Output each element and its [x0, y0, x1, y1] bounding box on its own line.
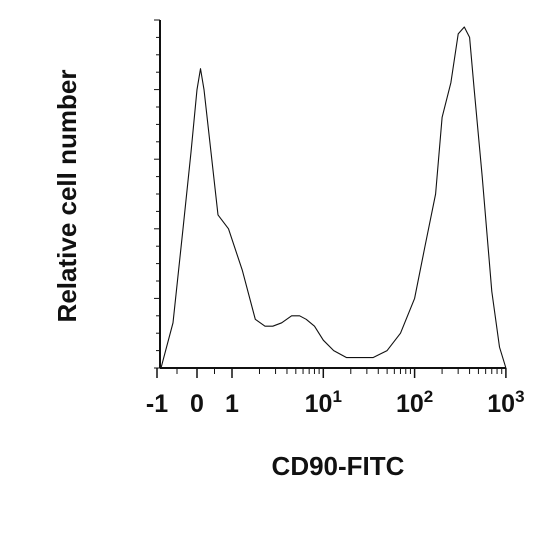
x-axis-ticks: [156, 368, 507, 378]
plot-area: -1 0 1 101 102 103: [146, 19, 525, 418]
y-axis-ticks: [154, 19, 160, 369]
x-tick-label: 102: [396, 387, 433, 418]
x-tick-label: 103: [487, 387, 524, 418]
histogram-line: [160, 26, 507, 369]
x-tick-label: 0: [190, 390, 204, 418]
x-axis-label: CD90-FITC: [272, 451, 405, 481]
x-tick-label: 1: [225, 390, 239, 418]
x-tick-labels: -1 0 1 101 102 103: [146, 387, 525, 418]
x-tick-label: -1: [146, 390, 168, 418]
y-axis-label: Relative cell number: [52, 70, 82, 323]
x-tick-label: 101: [305, 387, 342, 418]
